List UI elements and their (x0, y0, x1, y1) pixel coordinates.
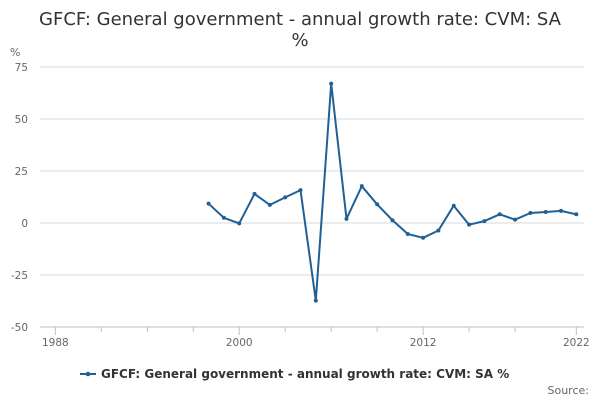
legend-swatch-marker (85, 371, 91, 377)
data-point[interactable] (221, 215, 226, 220)
data-point[interactable] (497, 212, 502, 217)
data-point[interactable] (390, 218, 395, 223)
data-point[interactable] (313, 298, 318, 303)
data-point[interactable] (359, 184, 364, 189)
data-point[interactable] (344, 216, 349, 221)
source-label: Source: (548, 384, 590, 397)
x-tick-label: 2000 (226, 337, 253, 349)
data-point[interactable] (405, 232, 410, 237)
series-line (207, 82, 577, 302)
data-point[interactable] (283, 195, 288, 200)
data-point[interactable] (375, 202, 380, 207)
data-point[interactable] (436, 228, 441, 233)
y-tick-label: 0 (21, 218, 28, 230)
y-tick-label: -25 (11, 270, 28, 282)
data-point[interactable] (467, 222, 472, 227)
legend[interactable]: GFCF: General government - annual growth… (80, 367, 509, 381)
data-series (206, 81, 579, 303)
x-tick-label: 2022 (563, 337, 590, 349)
y-axis-unit-label: % (10, 46, 20, 59)
chart-title-line-1: GFCF: General government - annual growth… (39, 9, 562, 30)
data-point[interactable] (559, 208, 564, 213)
data-point[interactable] (574, 212, 579, 217)
chart-title-line-2: % (291, 30, 308, 51)
y-tick-label: 25 (15, 166, 28, 178)
data-point[interactable] (252, 191, 257, 196)
data-point[interactable] (298, 188, 303, 193)
gridlines (40, 66, 584, 276)
data-point[interactable] (528, 211, 533, 216)
x-tick-label: 2012 (410, 337, 437, 349)
y-tick-label: 75 (15, 62, 28, 74)
data-point[interactable] (451, 203, 456, 208)
data-point[interactable] (543, 209, 548, 214)
data-point[interactable] (421, 235, 426, 240)
x-tick-label: 1988 (42, 337, 69, 349)
y-tick-label: -50 (11, 322, 28, 334)
data-point[interactable] (206, 201, 211, 206)
legend-label: GFCF: General government - annual growth… (101, 367, 509, 381)
data-point[interactable] (513, 217, 518, 222)
data-point[interactable] (267, 202, 272, 207)
y-axis-tick-labels: 75 50 25 0 -25 -50 (11, 62, 28, 334)
data-point[interactable] (482, 219, 487, 224)
data-point[interactable] (237, 221, 242, 226)
chart-title: GFCF: General government - annual growth… (39, 9, 562, 51)
x-axis: 1988 2000 2012 2022 (40, 326, 590, 349)
data-point[interactable] (329, 81, 334, 86)
y-tick-label: 50 (15, 114, 28, 126)
